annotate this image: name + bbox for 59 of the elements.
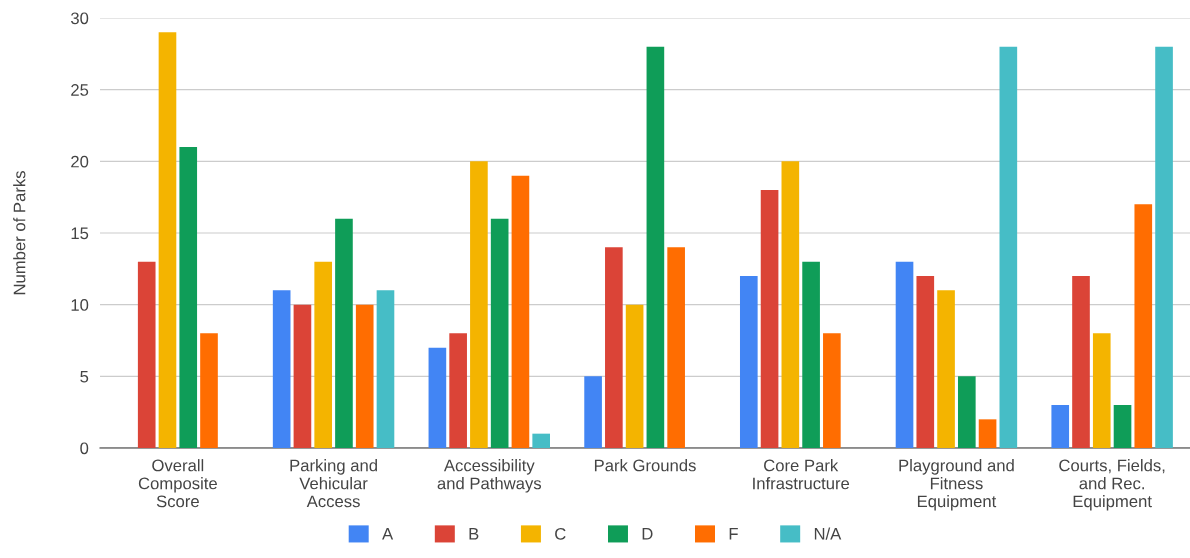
y-axis-title: Number of Parks xyxy=(13,171,26,295)
bar xyxy=(511,175,530,448)
bar xyxy=(1155,46,1173,448)
bar xyxy=(605,247,623,448)
bar xyxy=(376,290,395,448)
x-tick-label: Courts, Fields, and Rec. Equipment xyxy=(1059,459,1165,511)
bar xyxy=(1113,405,1132,448)
bar xyxy=(760,190,779,448)
bar xyxy=(895,261,914,448)
x-tick-label: Overall Composite Score xyxy=(138,459,217,508)
y-tick-label: 10 xyxy=(71,299,89,311)
bar xyxy=(293,304,312,448)
x-tick-label: Park Grounds xyxy=(594,459,696,472)
bar xyxy=(428,347,447,448)
y-tick-label: 25 xyxy=(71,84,89,96)
legend-label: N/A xyxy=(814,527,842,540)
legend-label: D xyxy=(642,528,653,540)
bar xyxy=(158,32,177,448)
bar xyxy=(999,46,1018,448)
bar xyxy=(314,261,333,448)
y-tick-label: 15 xyxy=(71,227,89,240)
bar xyxy=(739,276,758,448)
bar xyxy=(200,333,218,448)
bar xyxy=(584,376,602,448)
bar xyxy=(532,433,551,448)
x-tick-label: Parking and Vehicular Access xyxy=(290,459,377,508)
bar xyxy=(137,261,156,448)
x-tick-label: Accessibility and Pathways xyxy=(437,459,542,493)
bar xyxy=(179,147,198,448)
bar xyxy=(490,218,509,448)
legend-label: B xyxy=(469,528,479,540)
bar xyxy=(978,419,997,448)
x-tick-label: Core Park Infrastructure xyxy=(753,459,850,490)
bar xyxy=(823,333,841,448)
bar xyxy=(1072,276,1090,448)
bar xyxy=(272,290,291,448)
bar xyxy=(335,218,353,448)
y-tick-label: 5 xyxy=(80,370,89,383)
bar xyxy=(646,46,665,448)
bar xyxy=(802,261,820,448)
bar xyxy=(1134,204,1153,448)
y-tick-label: 20 xyxy=(71,155,89,168)
bar xyxy=(937,290,955,448)
bar xyxy=(355,304,374,448)
legend-label: C xyxy=(555,527,566,540)
x-tick-label: Playground and Fitness Equipment xyxy=(899,459,1014,511)
y-tick-label: 0 xyxy=(80,442,89,455)
bar xyxy=(1051,405,1070,448)
bar xyxy=(957,376,976,448)
bar xyxy=(667,247,685,448)
y-tick-label: 30 xyxy=(70,12,89,25)
bar xyxy=(470,161,488,448)
bar xyxy=(625,304,644,448)
bar xyxy=(449,333,467,448)
legend-label: A xyxy=(382,528,394,540)
bar xyxy=(916,276,935,448)
bar xyxy=(781,161,800,448)
bar xyxy=(1092,333,1111,448)
legend-label: F xyxy=(729,528,738,540)
